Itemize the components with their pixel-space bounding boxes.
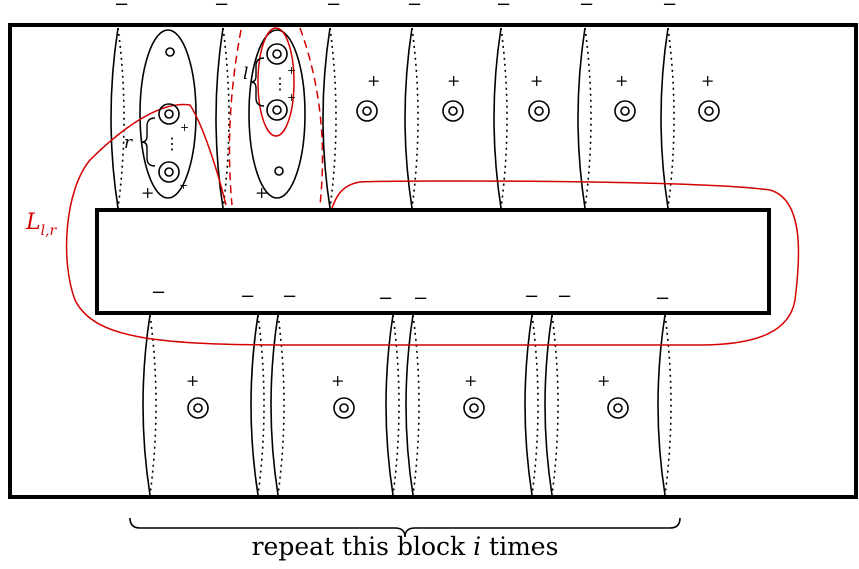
brace-l <box>250 57 265 107</box>
minus-sign: − <box>214 0 229 15</box>
puncture-double <box>187 397 209 419</box>
label-L-sub: l,r <box>41 223 58 239</box>
puncture-double <box>442 100 464 122</box>
puncture-double <box>463 397 485 419</box>
plus-sign: + <box>447 71 460 90</box>
puncture-double <box>266 43 288 65</box>
vdots: ⋮ <box>272 74 288 93</box>
minus-sign: − <box>378 288 393 309</box>
caption: repeat this block i times <box>0 532 810 561</box>
puncture-double <box>356 100 378 122</box>
tube-bot-5 <box>405 314 420 496</box>
plus-sign: + <box>367 71 380 90</box>
vertical-dots: ⋮ ⋮ <box>164 74 288 153</box>
plus-signs: + + + + + + + + + + + <box>141 71 714 390</box>
minus-sign: − <box>524 286 539 307</box>
minus-sign: − <box>407 0 422 15</box>
small-plus-signs: + + + + <box>179 64 296 192</box>
plus-sign: + <box>597 371 610 390</box>
puncture-double <box>614 100 636 122</box>
puncture-double <box>528 100 550 122</box>
central-box <box>95 208 771 315</box>
tube-bot-6 <box>524 314 539 496</box>
caption-suffix: times <box>481 532 559 561</box>
minus-sign: − <box>114 0 129 15</box>
plus-sign: + <box>255 183 268 202</box>
minus-sign: − <box>282 286 297 307</box>
outer-frame <box>8 23 858 499</box>
caption-brace <box>129 517 681 538</box>
label-L-main: L <box>25 210 41 235</box>
puncture-double <box>158 103 180 125</box>
tube-top-4 <box>404 27 419 209</box>
minus-sign: − <box>557 286 572 307</box>
bottom-tubes <box>142 314 672 496</box>
top-tubes <box>110 27 675 209</box>
puncture-small <box>274 166 284 176</box>
minus-sign: − <box>240 286 255 307</box>
tube-bot-1 <box>142 314 157 496</box>
minus-signs-top: − − − − − − − <box>114 0 677 15</box>
plus-sign-small: + <box>287 64 296 77</box>
puncture-double <box>158 161 180 183</box>
puncture-double <box>607 397 629 419</box>
plus-sign-small: + <box>179 179 188 192</box>
plus-sign: + <box>530 71 543 90</box>
plus-sign: + <box>464 371 477 390</box>
minus-sign: − <box>655 288 670 309</box>
tube-top-6 <box>577 27 592 209</box>
tube-bot-2 <box>250 314 265 496</box>
red-dashed-arc-2 <box>299 27 324 206</box>
minus-sign: − <box>496 0 511 15</box>
plus-sign: + <box>701 71 714 90</box>
red-dashed-arc-1 <box>228 29 242 206</box>
plus-sign: + <box>141 183 154 202</box>
puncture-double <box>266 99 288 121</box>
minus-signs-box: − − − − − − − − <box>151 282 670 309</box>
label-r: r <box>124 133 133 153</box>
caption-variable: i <box>473 532 482 561</box>
tube-top-5 <box>493 27 508 209</box>
plus-sign-small: + <box>287 91 296 104</box>
vdots: ⋮ <box>164 134 180 153</box>
puncture-double <box>333 397 355 419</box>
tube-top-7 <box>660 27 675 209</box>
tube-top-2 <box>215 27 230 209</box>
caption-prefix: repeat this block <box>251 532 474 561</box>
tube-top-1 <box>110 27 125 209</box>
tube-top-3 <box>322 27 337 209</box>
minus-sign: − <box>413 288 428 309</box>
puncture-double <box>698 100 720 122</box>
curve-L <box>65 103 800 346</box>
label-l: l <box>243 64 248 84</box>
plus-sign: + <box>615 71 628 90</box>
tube-bot-7 <box>544 314 559 496</box>
minus-sign: − <box>326 0 341 15</box>
ellipse-group-l <box>248 29 306 199</box>
puncture-small <box>165 47 175 57</box>
label-L: Ll,r <box>25 210 58 239</box>
tube-bot-3 <box>270 314 285 496</box>
plus-sign-small: + <box>180 121 189 134</box>
minus-sign: − <box>579 0 594 15</box>
tube-bot-4 <box>385 314 400 496</box>
minus-sign: − <box>151 282 166 303</box>
punctures <box>158 43 720 419</box>
tube-bot-8 <box>657 314 672 496</box>
minus-sign: − <box>662 0 677 15</box>
plus-sign: + <box>331 371 344 390</box>
ellipse-group-l-inner <box>257 27 295 137</box>
plus-sign: + <box>186 371 199 390</box>
brace-r <box>141 117 156 167</box>
